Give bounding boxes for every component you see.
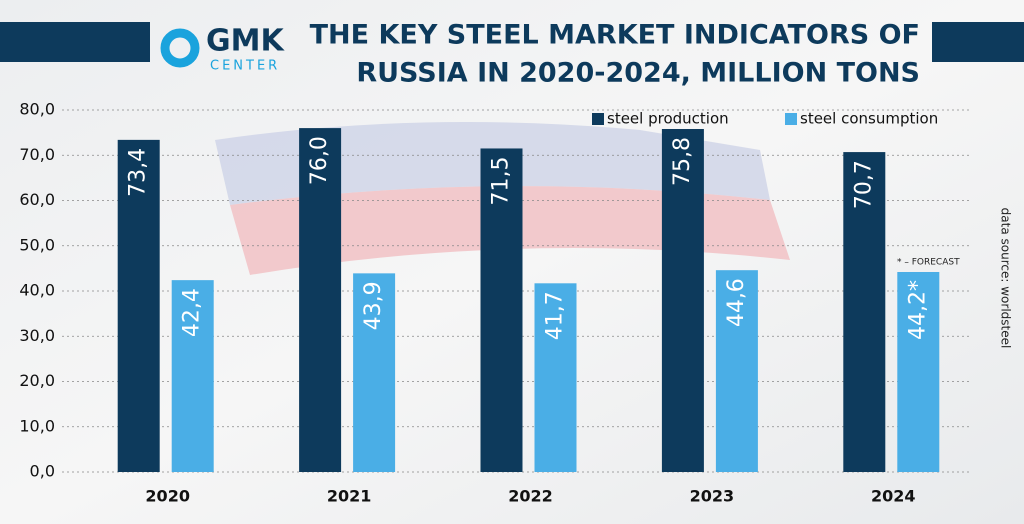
y-tick-label: 50,0 [19, 235, 55, 254]
y-tick-label: 60,0 [19, 190, 55, 209]
legend-swatch [785, 113, 797, 125]
bar [480, 148, 523, 472]
y-tick-label: 70,0 [19, 145, 55, 164]
legend-label: steel consumption [800, 110, 938, 128]
value-label: 41,7 [543, 291, 568, 340]
value-label: 71,5 [489, 156, 514, 205]
x-tick-label: 2023 [690, 487, 735, 506]
x-tick-label: 2021 [327, 487, 372, 506]
chart-title: THE KEY STEEL MARKET INDICATORS OF [310, 20, 920, 51]
logo-icon [160, 28, 200, 68]
value-label: 76,0 [307, 136, 332, 185]
y-tick-label: 40,0 [19, 281, 55, 300]
y-tick-label: 0,0 [30, 462, 55, 481]
value-label: 42,4 [180, 288, 205, 337]
y-tick-label: 30,0 [19, 326, 55, 345]
bar [661, 129, 704, 472]
value-label: 73,4 [126, 148, 151, 197]
legend-swatch [592, 113, 604, 125]
x-tick-label: 2022 [508, 487, 553, 506]
source: data source: worldsteel [999, 208, 1013, 349]
note: * – FORECAST [897, 258, 960, 268]
bar [171, 280, 214, 472]
x-tick-label: 2024 [871, 487, 916, 506]
chart-title: RUSSIA IN 2020-2024, MILLION TONS [356, 58, 920, 89]
logo-name: GMK [206, 24, 285, 59]
y-tick-label: 10,0 [19, 416, 55, 435]
y-tick-label: 20,0 [19, 371, 55, 390]
bar [534, 283, 577, 472]
logo-subname: CENTER [210, 59, 280, 74]
bar [843, 152, 886, 472]
value-label: 70,7 [851, 160, 876, 209]
value-label: 44,6 [724, 278, 749, 327]
x-tick-label: 2020 [145, 487, 190, 506]
header-band-left [0, 22, 150, 62]
y-tick-label: 80,0 [19, 100, 55, 119]
legend-label: steel production [607, 110, 729, 128]
bar [715, 270, 758, 472]
value-label: 75,8 [670, 137, 695, 186]
bar [353, 273, 396, 472]
bar [299, 128, 342, 472]
header-band-right [932, 22, 1024, 62]
bar [117, 139, 160, 473]
bar [897, 271, 940, 472]
value-label: 44,2* [905, 280, 930, 340]
value-label: 43,9 [361, 281, 386, 330]
